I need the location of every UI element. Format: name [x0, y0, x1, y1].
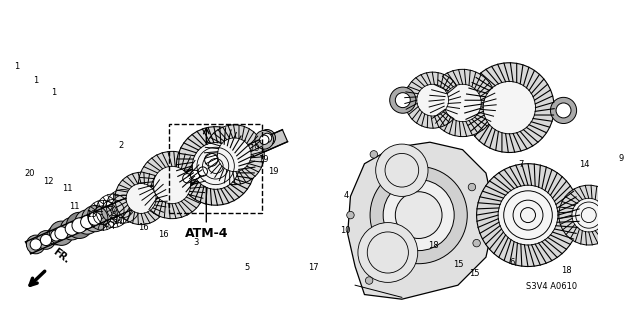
Circle shape — [370, 151, 378, 158]
Text: 18: 18 — [561, 266, 572, 275]
Circle shape — [390, 87, 416, 113]
Text: 16: 16 — [138, 223, 148, 232]
Circle shape — [49, 221, 74, 245]
Circle shape — [126, 183, 156, 213]
Circle shape — [200, 149, 223, 171]
Text: FR.: FR. — [51, 247, 72, 266]
Text: 18: 18 — [428, 241, 439, 250]
Text: 5: 5 — [244, 263, 250, 272]
Text: 19: 19 — [259, 155, 269, 165]
Circle shape — [385, 153, 419, 187]
Circle shape — [115, 172, 167, 225]
Text: 15: 15 — [452, 260, 463, 269]
Circle shape — [262, 133, 272, 143]
Circle shape — [182, 174, 192, 183]
Circle shape — [187, 167, 204, 183]
Text: 1: 1 — [14, 62, 19, 71]
Text: 1: 1 — [33, 76, 38, 85]
Circle shape — [473, 239, 481, 247]
Text: 19: 19 — [268, 167, 278, 176]
Text: 13: 13 — [86, 210, 97, 219]
Circle shape — [153, 166, 191, 204]
Text: 1: 1 — [52, 88, 57, 97]
Text: 17: 17 — [113, 217, 124, 226]
Circle shape — [498, 185, 558, 245]
Circle shape — [556, 103, 571, 118]
Circle shape — [559, 185, 619, 245]
Circle shape — [72, 218, 87, 233]
Circle shape — [376, 144, 428, 197]
Text: 6: 6 — [509, 258, 515, 267]
Text: 15: 15 — [470, 270, 480, 278]
Circle shape — [88, 212, 101, 225]
Text: ATM-4: ATM-4 — [184, 227, 228, 240]
Circle shape — [259, 130, 275, 146]
Circle shape — [82, 205, 108, 232]
Text: 17: 17 — [308, 263, 318, 272]
Circle shape — [55, 227, 68, 240]
Circle shape — [621, 208, 636, 223]
Text: 20: 20 — [25, 169, 35, 179]
Circle shape — [191, 170, 200, 180]
Circle shape — [396, 93, 410, 108]
Circle shape — [468, 183, 476, 191]
Circle shape — [138, 152, 205, 219]
Circle shape — [195, 163, 211, 180]
Circle shape — [65, 222, 78, 235]
Circle shape — [67, 212, 93, 239]
Circle shape — [615, 202, 640, 228]
Circle shape — [47, 226, 66, 245]
Circle shape — [255, 130, 273, 149]
Polygon shape — [26, 130, 287, 254]
Text: 11: 11 — [70, 202, 80, 211]
Text: 4: 4 — [343, 191, 348, 200]
Circle shape — [218, 138, 251, 172]
Circle shape — [383, 180, 454, 251]
Circle shape — [51, 230, 62, 241]
Circle shape — [204, 125, 264, 185]
Circle shape — [417, 84, 449, 116]
Text: 14: 14 — [579, 160, 589, 169]
Circle shape — [26, 235, 45, 254]
Circle shape — [396, 192, 442, 239]
Circle shape — [260, 135, 269, 145]
Circle shape — [404, 72, 461, 128]
Circle shape — [572, 198, 605, 232]
Circle shape — [429, 69, 496, 137]
Text: S3V4 A0610: S3V4 A0610 — [526, 282, 577, 291]
Circle shape — [192, 143, 239, 189]
Circle shape — [358, 223, 418, 282]
Text: 10: 10 — [340, 226, 351, 234]
Text: 3: 3 — [193, 238, 199, 247]
Circle shape — [75, 210, 99, 234]
Circle shape — [370, 167, 467, 264]
Circle shape — [477, 164, 579, 266]
Text: 2: 2 — [119, 141, 124, 151]
Circle shape — [36, 231, 56, 249]
Circle shape — [205, 153, 218, 166]
Circle shape — [367, 232, 408, 273]
Circle shape — [198, 167, 207, 176]
Circle shape — [465, 63, 554, 152]
Circle shape — [483, 81, 536, 134]
Circle shape — [347, 211, 354, 219]
Polygon shape — [348, 142, 495, 299]
Text: 12: 12 — [44, 177, 54, 186]
Circle shape — [550, 97, 577, 123]
Circle shape — [30, 239, 42, 250]
Circle shape — [81, 215, 93, 228]
Text: 16: 16 — [158, 230, 169, 239]
Circle shape — [444, 84, 481, 122]
Text: 19: 19 — [249, 144, 259, 153]
Circle shape — [365, 277, 373, 284]
Circle shape — [179, 170, 196, 187]
Circle shape — [177, 127, 255, 205]
Text: 7: 7 — [519, 160, 524, 169]
Text: 11: 11 — [62, 183, 72, 192]
Circle shape — [40, 234, 52, 246]
Text: 9: 9 — [619, 153, 624, 163]
Circle shape — [61, 218, 83, 240]
